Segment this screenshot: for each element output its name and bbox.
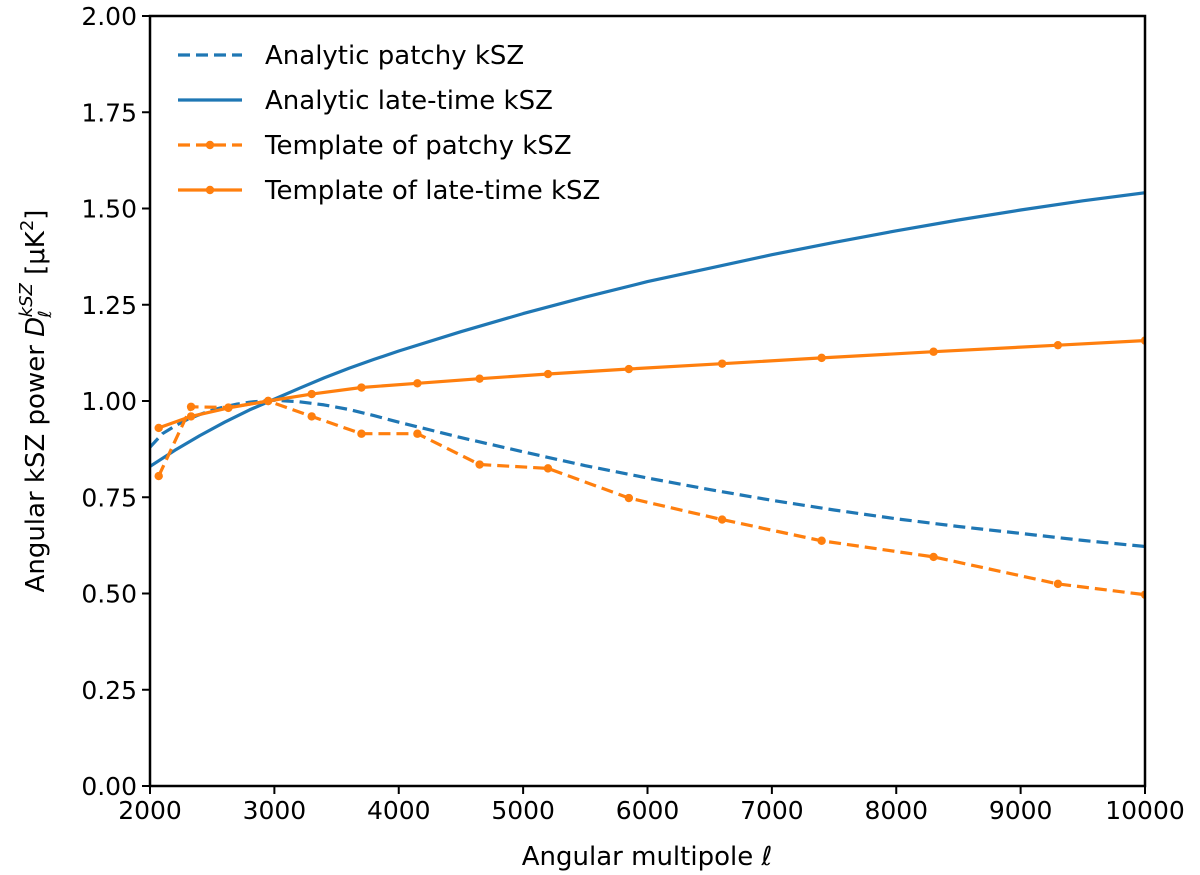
legend-label: Template of late-time kSZ [264,176,600,206]
x-tick-label: 4000 [367,796,431,825]
data-point-template-of-patchy-ksz [307,412,316,421]
series-line-analytic-patchy-ksz [150,398,1145,549]
x-tick-label: 2000 [118,796,182,825]
data-point-template-of-late-time-ksz [817,353,826,363]
data-point-template-of-late-time-ksz [543,369,553,379]
x-tick-label: 7000 [740,796,804,825]
data-point-template-of-patchy-ksz [929,552,938,562]
y-axis-label-unit-close: ] [21,210,51,220]
y-tick-label: 1.50 [81,195,137,224]
data-point-template-of-patchy-ksz [154,471,163,481]
data-point-template-of-patchy-ksz [475,460,484,469]
legend-marker [205,185,215,195]
data-point-template-of-late-time-ksz [263,396,273,406]
legend: Analytic patchy kSZ Analytic late-time kS… [178,41,600,206]
legend-label: Analytic late-time kSZ [265,86,553,116]
data-point-template-of-late-time-ksz [357,383,366,392]
y-axis-label-prefix: Angular kSZ power [21,337,51,593]
y-tick-label: 0.75 [81,483,137,512]
y-axis-label-superscript: kSZ [16,283,37,318]
data-point-template-of-late-time-ksz [717,359,727,368]
data-point-template-of-late-time-ksz [154,423,163,433]
x-tick-label: 8000 [864,796,928,825]
data-point-template-of-patchy-ksz [717,515,727,524]
data-point-template-of-patchy-ksz [413,429,422,438]
data-point-template-of-patchy-ksz [357,429,366,438]
y-axis-label-symbol: D [21,317,51,337]
data-point-template-of-late-time-ksz [475,374,484,383]
x-tick-label: 10000 [1105,796,1185,825]
plot-background [150,16,1145,786]
y-axis-label-subscript: ℓ [35,310,56,318]
y-tick-label: 2.00 [81,2,137,31]
legend-label: Template of patchy kSZ [264,131,572,161]
y-axis-label-unit-open: [μK [21,230,51,283]
data-point-template-of-patchy-ksz [817,536,826,545]
legend-label: Analytic patchy kSZ [265,41,524,71]
data-point-template-of-late-time-ksz [1053,340,1063,350]
x-tick-label: 6000 [616,796,680,825]
y-axis: 0.00 0.25 0.50 0.75 1.00 1.25 1.50 1.75 2.00 [81,2,150,801]
x-tick-label: 9000 [989,796,1053,825]
y-tick-label: 0.50 [81,580,137,609]
series-line-analytic-late-time-ksz [150,191,1145,468]
x-tick-label: 3000 [243,796,307,825]
x-axis: 2000 3000 4000 5000 6000 7000 8000 9000 10000 [118,786,1185,825]
y-tick-label: 0.00 [81,772,137,801]
y-tick-label: 1.75 [81,98,137,127]
x-axis-label: Angular multipole ℓ [522,842,772,872]
y-tick-label: 0.25 [81,676,137,705]
data-point-template-of-late-time-ksz [224,403,233,413]
y-axis-label: Angular kSZ power DℓkSZ [μK2] [16,210,56,593]
y-tick-label: 1.00 [81,387,137,416]
data-point-template-of-patchy-ksz [543,464,553,473]
y-axis-label-unit-power: 2 [17,220,38,231]
data-point-template-of-patchy-ksz [186,402,196,411]
y-tick-label: 1.25 [81,291,137,320]
legend-marker [205,140,215,150]
data-point-template-of-late-time-ksz [929,347,938,356]
data-point-template-of-late-time-ksz [307,389,316,399]
data-point-template-of-patchy-ksz [1053,579,1063,589]
data-point-template-of-late-time-ksz [186,412,196,421]
x-tick-label: 5000 [491,796,555,825]
data-point-template-of-late-time-ksz [624,364,634,374]
data-point-template-of-patchy-ksz [624,493,634,503]
data-point-template-of-late-time-ksz [413,379,422,388]
series-layer [150,191,1145,599]
